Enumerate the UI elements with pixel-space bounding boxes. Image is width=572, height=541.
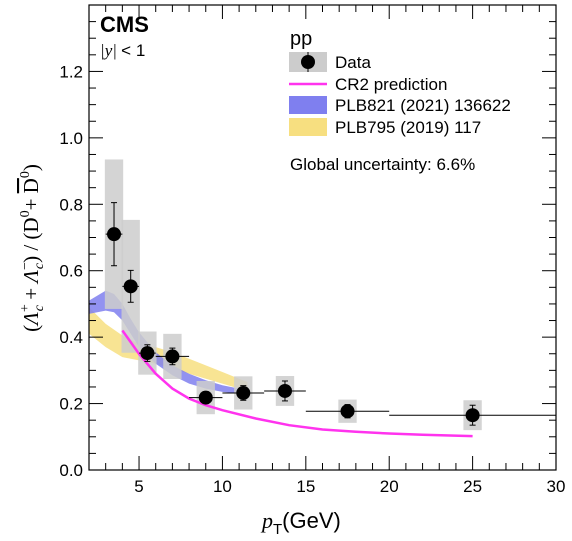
- cr2-curve: [121, 329, 473, 438]
- legend: pp Data CR2 prediction PLB821 (2021) 136…: [289, 28, 511, 137]
- x-tick-label: 15: [296, 477, 315, 496]
- rapidity-cut-label: |y| < 1: [100, 41, 145, 60]
- data-point-2: [139, 344, 156, 362]
- legend-marker-swatch: [301, 55, 315, 69]
- data-marker: [165, 349, 180, 364]
- plot-frame: [88, 4, 557, 471]
- x-tick-label: 5: [134, 477, 143, 496]
- x-axis-title: pT(GeV): [260, 508, 341, 538]
- data-marker: [107, 227, 122, 242]
- legend-plb821-swatch: [289, 96, 327, 114]
- systematic-boxes: [104, 159, 482, 431]
- y-tick-label: 1.2: [59, 62, 83, 81]
- data-marker: [198, 390, 213, 405]
- x-tick-label: 30: [547, 477, 566, 496]
- y-tick-label: 0.6: [59, 262, 83, 281]
- data-point-6: [264, 380, 306, 402]
- data-marker: [340, 404, 355, 419]
- data-marker: [140, 346, 155, 361]
- y-axis-title: (Λ+c + Λ−c) / (D0+ D0): [18, 164, 47, 332]
- legend-item-plb821: PLB821 (2021) 136622: [289, 96, 511, 115]
- axes: 0.0 0.2 0.4 0.6 0.8 1.0 1.2 5 10 15 20 25 30: [59, 4, 566, 496]
- legend-label-data: Data: [335, 53, 371, 72]
- legend-header: pp: [290, 28, 312, 50]
- legend-item-plb795: PLB795 (2019) 117: [289, 118, 481, 137]
- data-point-1: [122, 269, 140, 303]
- legend-plb795-swatch: [289, 118, 327, 136]
- data-point-3: [155, 347, 190, 366]
- legend-label-cr2: CR2 prediction: [335, 75, 447, 94]
- x-tick-label: 25: [463, 477, 482, 496]
- x-tick-label: 20: [380, 477, 399, 496]
- y-tick-label: 0.0: [59, 461, 83, 480]
- experiment-label: CMS: [100, 12, 149, 37]
- global-uncertainty-note: Global uncertainty: 6.6%: [290, 155, 475, 174]
- x-tick-label: 10: [213, 477, 232, 496]
- data-marker: [465, 408, 480, 423]
- data-point-8: [389, 404, 556, 426]
- y-tick-label: 0.2: [59, 395, 83, 414]
- y-tick-label: 0.8: [59, 195, 83, 214]
- data-points: [105, 202, 556, 426]
- cr2-curve-layer: [121, 329, 473, 438]
- data-point-7: [305, 404, 390, 419]
- data-marker: [123, 279, 138, 294]
- y-tick-label: 0.4: [59, 328, 83, 347]
- data-point-0: [105, 202, 123, 267]
- data-point-5: [222, 385, 265, 401]
- legend-item-cr2: CR2 prediction: [289, 75, 447, 94]
- data-marker: [236, 385, 251, 400]
- y-tick-label: 1.0: [59, 129, 83, 148]
- legend-label-plb795: PLB795 (2019) 117: [335, 118, 481, 137]
- plb795-band: [89, 307, 248, 391]
- data-marker: [277, 383, 292, 398]
- legend-label-plb821: PLB821 (2021) 136622: [335, 96, 511, 115]
- legend-item-data: Data: [289, 52, 371, 72]
- data-point-4: [189, 390, 223, 405]
